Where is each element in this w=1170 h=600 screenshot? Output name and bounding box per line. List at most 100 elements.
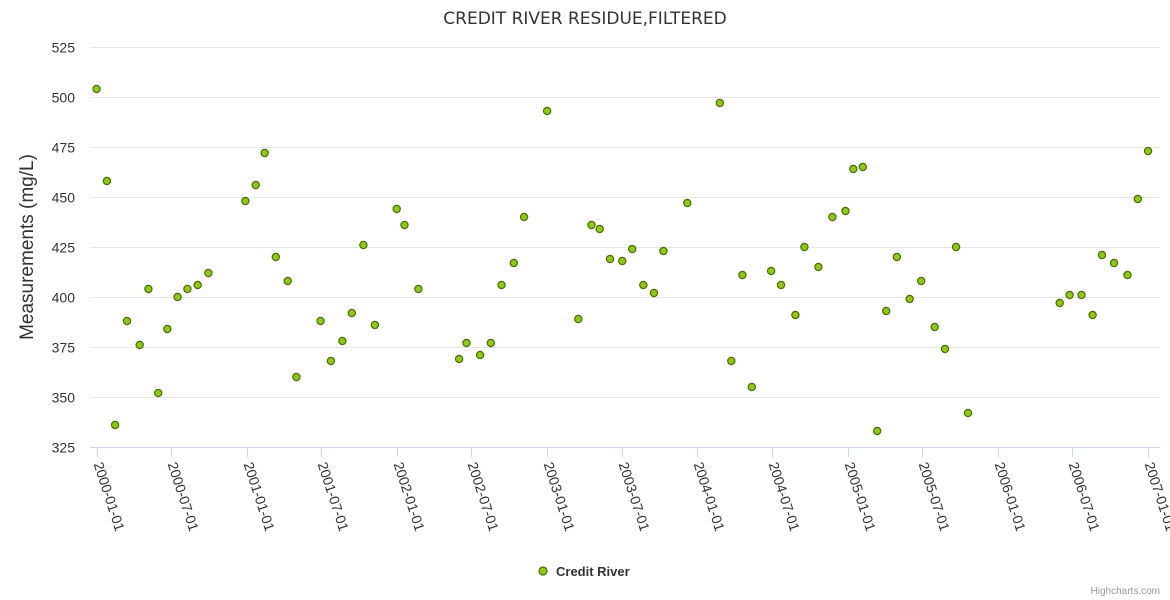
data-point[interactable] — [873, 426, 882, 436]
data-point[interactable] — [683, 198, 692, 208]
y-tick-label: 350 — [52, 390, 76, 406]
data-point[interactable] — [766, 266, 776, 276]
data-point[interactable] — [858, 162, 868, 172]
x-tick-label: 2000-07-01 — [165, 460, 202, 533]
data-point[interactable] — [163, 324, 172, 334]
data-point[interactable] — [940, 344, 950, 354]
x-tick-label: 2001-01-01 — [241, 460, 278, 533]
data-point[interactable] — [316, 316, 325, 326]
data-point[interactable] — [338, 336, 347, 346]
y-tick-label: 525 — [52, 40, 76, 56]
data-point[interactable] — [747, 382, 757, 392]
data-point[interactable] — [849, 164, 858, 174]
data-point[interactable] — [251, 180, 260, 190]
data-point[interactable] — [605, 254, 615, 264]
data-point[interactable] — [122, 316, 132, 326]
data-point[interactable] — [791, 310, 800, 320]
data-point[interactable] — [951, 242, 961, 252]
x-tick-label: 2000-01-01 — [91, 460, 128, 533]
data-point[interactable] — [414, 284, 423, 294]
x-tick-label: 2006-07-01 — [1066, 460, 1103, 533]
y-tick-label: 450 — [52, 190, 76, 206]
data-point[interactable] — [738, 270, 747, 280]
data-point[interactable] — [587, 220, 596, 230]
x-tick-label: 2007-01-01 — [1142, 460, 1170, 533]
y-tick-label: 400 — [52, 290, 76, 306]
data-point[interactable] — [574, 314, 583, 324]
y-tick-label: 475 — [52, 140, 76, 156]
x-tick-label: 2005-07-01 — [916, 460, 953, 533]
data-point[interactable] — [260, 148, 269, 158]
x-tick-label: 2001-07-01 — [315, 460, 352, 533]
data-point[interactable] — [917, 276, 926, 286]
data-point[interactable] — [1065, 290, 1074, 300]
data-point[interactable] — [814, 262, 823, 272]
data-point[interactable] — [841, 206, 850, 216]
data-point[interactable] — [454, 354, 464, 364]
data-point[interactable] — [963, 408, 973, 418]
data-point[interactable] — [882, 306, 891, 316]
data-point[interactable] — [509, 258, 518, 268]
data-point[interactable] — [715, 98, 725, 108]
series-credit-river[interactable] — [92, 84, 1153, 436]
data-point[interactable] — [892, 252, 902, 262]
data-point[interactable] — [173, 292, 182, 302]
x-tick-label: 2003-01-01 — [541, 460, 578, 533]
data-point[interactable] — [649, 288, 659, 298]
data-point[interactable] — [326, 356, 336, 366]
data-point[interactable] — [595, 224, 604, 234]
data-point[interactable] — [497, 280, 506, 290]
data-point[interactable] — [618, 256, 627, 266]
data-point[interactable] — [193, 280, 202, 290]
data-point[interactable] — [659, 246, 668, 256]
y-tick-label: 375 — [52, 340, 76, 356]
data-point[interactable] — [1088, 310, 1097, 320]
data-point[interactable] — [110, 420, 120, 430]
data-point[interactable] — [828, 212, 837, 222]
data-point[interactable] — [727, 356, 736, 366]
data-point[interactable] — [462, 338, 471, 348]
data-point[interactable] — [1097, 250, 1107, 260]
data-point[interactable] — [1055, 298, 1064, 308]
data-point[interactable] — [1077, 290, 1086, 300]
data-point[interactable] — [153, 388, 163, 398]
data-point[interactable] — [347, 308, 356, 318]
data-point[interactable] — [271, 252, 280, 262]
data-point[interactable] — [475, 350, 485, 360]
data-point[interactable] — [292, 372, 301, 382]
legend[interactable]: Credit River — [538, 564, 630, 579]
legend-label[interactable]: Credit River — [556, 564, 630, 579]
legend-marker[interactable] — [538, 566, 548, 576]
data-point[interactable] — [905, 294, 914, 304]
data-point[interactable] — [241, 196, 250, 206]
y-axis-label: Measurements (mg/L) — [17, 154, 38, 340]
data-point[interactable] — [400, 220, 409, 230]
data-point[interactable] — [628, 244, 637, 254]
data-point[interactable] — [370, 320, 380, 330]
data-point[interactable] — [359, 240, 368, 250]
data-point[interactable] — [542, 106, 552, 116]
data-point[interactable] — [135, 340, 144, 350]
data-point[interactable] — [183, 284, 192, 294]
data-point[interactable] — [800, 242, 809, 252]
data-point[interactable] — [1133, 194, 1143, 204]
data-point[interactable] — [102, 176, 112, 186]
y-axis-ticks: 325 350 375 400 425 450 475 500 525 — [52, 40, 76, 456]
data-point[interactable] — [1109, 258, 1119, 268]
data-point[interactable] — [486, 338, 495, 348]
data-point[interactable] — [144, 284, 153, 294]
x-axis-ticks: 2000-01-01 2000-07-01 2001-01-01 2001-07-01… — [91, 447, 1170, 533]
credits-link[interactable]: Highcharts.com — [1091, 586, 1160, 597]
data-point[interactable] — [639, 280, 648, 290]
x-tick-label: 2004-01-01 — [691, 460, 728, 533]
data-point[interactable] — [776, 280, 786, 290]
data-point[interactable] — [392, 204, 401, 214]
data-point[interactable] — [1123, 270, 1132, 280]
data-point[interactable] — [519, 212, 529, 222]
data-point[interactable] — [930, 322, 939, 332]
data-point[interactable] — [92, 84, 101, 94]
data-point[interactable] — [283, 276, 292, 286]
data-point[interactable] — [204, 268, 213, 278]
data-point[interactable] — [1143, 146, 1153, 156]
